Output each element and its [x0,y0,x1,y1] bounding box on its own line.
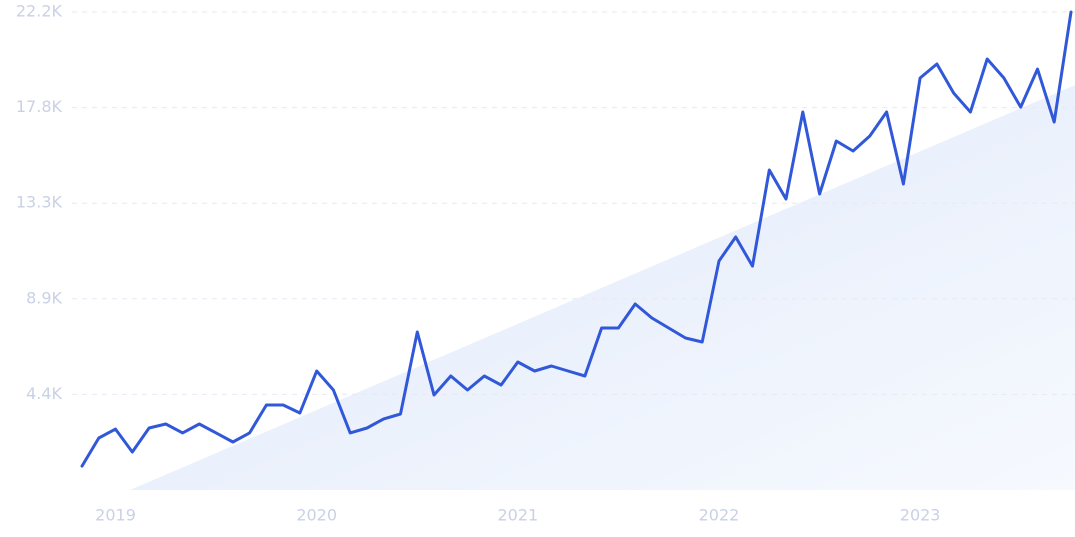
x-tick-label: 2022 [699,506,740,525]
x-tick-label: 2019 [95,506,136,525]
y-tick-label: 22.2K [16,2,63,21]
y-tick-label: 13.3K [16,193,63,212]
x-tick-label: 2020 [296,506,337,525]
data-line [80,10,1073,468]
y-tick-label: 4.4K [26,384,62,403]
trend-area [130,85,1075,490]
x-tick-label: 2021 [497,506,538,525]
x-tick-label: 2023 [900,506,941,525]
y-tick-label: 8.9K [26,288,62,307]
y-tick-label: 17.8K [16,97,63,116]
